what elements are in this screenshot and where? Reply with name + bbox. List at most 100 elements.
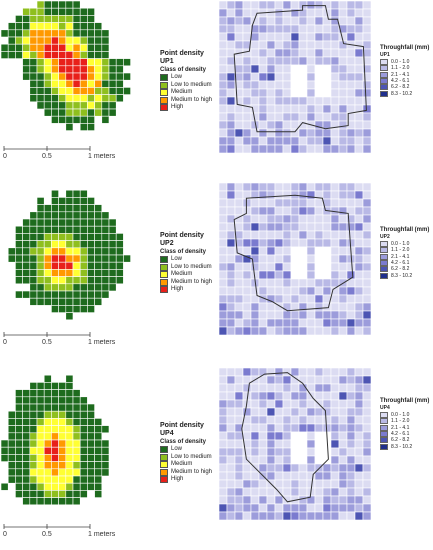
- density-cell: [87, 197, 95, 205]
- throughfall-cell: [298, 238, 308, 248]
- scale-label: 0.5: [42, 153, 52, 160]
- throughfall-cell: [330, 278, 340, 288]
- throughfall-cell: [226, 286, 236, 296]
- density-cell: [108, 101, 117, 110]
- throughfall-cell: [226, 32, 236, 42]
- throughfall-cell: [274, 206, 284, 216]
- throughfall-cell: [282, 238, 292, 248]
- density-cell: [79, 22, 88, 31]
- density-cell: [58, 0, 67, 9]
- throughfall-cell: [314, 198, 324, 208]
- density-cell: [87, 211, 95, 220]
- throughfall-cell: [354, 96, 364, 106]
- scale-label: 0.5: [42, 531, 52, 538]
- throughfall-cell: [354, 463, 364, 473]
- throughfall-cell: [306, 367, 316, 377]
- density-cell: [58, 432, 67, 441]
- density-cell: [15, 403, 23, 412]
- throughfall-cell: [226, 40, 236, 50]
- density-cell: [36, 468, 45, 477]
- throughfall-cell: [226, 80, 236, 90]
- density-cell: [15, 43, 23, 52]
- throughfall-cell: [266, 72, 276, 82]
- throughfall-cell: [282, 112, 292, 122]
- throughfall-cell: [282, 40, 292, 50]
- legend-swatch: [380, 59, 388, 66]
- throughfall-cell: [362, 96, 372, 106]
- throughfall-cell: [274, 198, 284, 208]
- throughfall-cell: [218, 294, 228, 304]
- throughfall-cell: [322, 214, 332, 224]
- throughfall-cell: [266, 48, 276, 58]
- density-cell: [43, 43, 52, 52]
- throughfall-cell: [226, 383, 236, 393]
- density-cell: [22, 15, 31, 23]
- throughfall-cell: [314, 495, 324, 505]
- legend-swatch: [380, 247, 388, 254]
- throughfall-cell: [338, 511, 348, 521]
- throughfall-cell: [322, 0, 332, 10]
- throughfall-cell: [274, 407, 284, 417]
- throughfall-cell: [306, 88, 316, 98]
- throughfall-cell: [242, 294, 252, 304]
- throughfall-cell: [290, 72, 300, 82]
- legend-swatch: [380, 78, 388, 85]
- density-cell: [72, 432, 81, 441]
- throughfall-cell: [322, 246, 332, 256]
- throughfall-cell: [306, 511, 316, 521]
- throughfall-cell: [234, 511, 244, 521]
- density-cell: [87, 276, 95, 285]
- throughfall-cell: [274, 310, 284, 320]
- throughfall-legend-title: Throughfall (mm): [380, 227, 430, 233]
- density-cell: [101, 87, 110, 95]
- throughfall-legend-item: 1.1 - 2.0: [380, 65, 429, 72]
- density-map: [0, 374, 110, 506]
- throughfall-cell: [338, 431, 348, 441]
- throughfall-cell: [362, 431, 372, 441]
- throughfall-cell: [218, 0, 228, 10]
- throughfall-cell: [282, 262, 292, 272]
- throughfall-cell: [314, 262, 324, 272]
- throughfall-cell: [274, 447, 284, 457]
- density-cell: [58, 233, 67, 241]
- throughfall-cell: [330, 104, 340, 114]
- throughfall-cell: [258, 415, 268, 425]
- density-cell: [51, 0, 59, 9]
- throughfall-legend-item: 1.1 - 2.0: [380, 418, 429, 425]
- throughfall-cell: [346, 479, 356, 489]
- density-cell: [79, 29, 88, 38]
- throughfall-cell: [234, 40, 244, 50]
- density-cell: [51, 101, 59, 110]
- throughfall-cell: [290, 238, 300, 248]
- density-cell: [108, 218, 117, 227]
- density-legend: Point density UP2 Class of density Low Low t…: [160, 232, 212, 294]
- throughfall-cell: [234, 96, 244, 106]
- density-cell: [58, 439, 67, 448]
- throughfall-cell: [338, 238, 348, 248]
- throughfall-cell: [234, 198, 244, 208]
- legend-swatch: [380, 65, 388, 72]
- throughfall-cell: [330, 190, 340, 200]
- density-cell: [58, 497, 67, 506]
- density-cell: [79, 15, 88, 23]
- density-cell: [58, 115, 67, 124]
- density-cell: [101, 269, 110, 277]
- density-cell: [36, 418, 45, 426]
- throughfall-cell: [362, 399, 372, 409]
- density-cell: [58, 101, 67, 110]
- throughfall-cell: [346, 56, 356, 66]
- throughfall-cell: [362, 16, 372, 26]
- throughfall-cell: [250, 495, 260, 505]
- throughfall-cell: [218, 8, 228, 18]
- throughfall-cell: [298, 278, 308, 288]
- legend-label: 4.2 - 6.1: [391, 431, 410, 438]
- throughfall-cell: [266, 503, 276, 513]
- density-cell: [65, 454, 74, 462]
- density-cell: [79, 211, 88, 220]
- density-cell: [87, 247, 95, 256]
- throughfall-cell: [338, 407, 348, 417]
- throughfall-cell: [322, 136, 332, 146]
- density-cell: [72, 22, 81, 31]
- throughfall-cell: [354, 431, 364, 441]
- density-cell: [15, 468, 23, 477]
